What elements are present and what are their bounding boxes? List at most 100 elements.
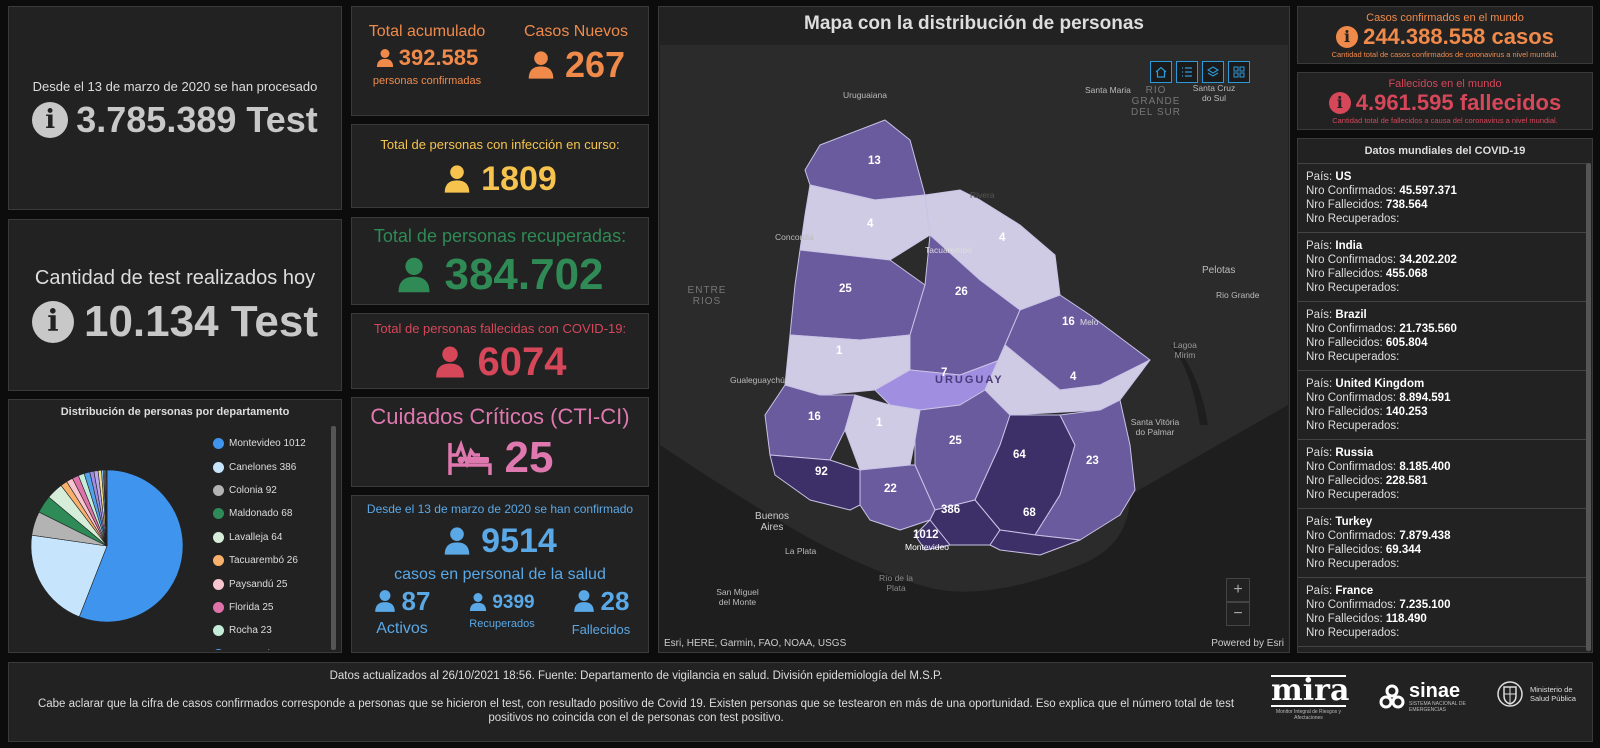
- person-icon: [435, 346, 464, 377]
- legend-item: Rocha 23: [213, 619, 331, 642]
- zoom-out-button[interactable]: −: [1226, 602, 1250, 626]
- label-entre-rios: ENTRE RIOS: [687, 285, 727, 307]
- legend-label: Florida 25: [229, 601, 274, 613]
- health-recovered-label: Recuperados: [469, 618, 535, 630]
- person-icon: [444, 164, 470, 193]
- legend-scrollbar[interactable]: [331, 426, 336, 650]
- label-la-plata: La Plata: [785, 546, 817, 556]
- info-icon: i: [31, 300, 74, 343]
- country-recovered: Nro Recuperados:: [1306, 627, 1400, 639]
- country-confirmed: Nro Confirmados: 8.894.591: [1306, 392, 1451, 404]
- pie-slice-montevideo[interactable]: [78, 469, 184, 623]
- label-santa-vitoria: Santa Vitória do Palmar: [1130, 417, 1180, 437]
- legend-button[interactable]: [1176, 61, 1198, 83]
- tests-processed-panel: Desde el 13 de marzo de 2020 se han proc…: [8, 6, 342, 210]
- person-icon: [398, 257, 431, 292]
- country-recovered: Nro Recuperados:: [1306, 558, 1400, 570]
- pie-title: Distribución de personas por departament…: [60, 406, 290, 418]
- legend-label: Tacuarembó 26: [229, 555, 298, 567]
- world-deaths-sub: Cantidad total de fallecidos a causa del…: [1332, 115, 1558, 125]
- new-cases-value: 267: [564, 44, 626, 85]
- home-button[interactable]: [1150, 61, 1172, 83]
- label-san-miguel: San Miguel del Monte: [716, 587, 759, 607]
- country-deaths: Nro Fallecidos: 455.068: [1306, 268, 1428, 280]
- legend-swatch: [213, 508, 224, 520]
- legend-label: Paysandú 25: [229, 578, 288, 590]
- legend-swatch: [213, 484, 224, 496]
- pie-slice-canelones[interactable]: [30, 534, 108, 618]
- map-powered-by[interactable]: Powered by Esri: [1211, 638, 1284, 649]
- cti-panel: Cuidados Críticos (CTI-CI) 25: [351, 397, 649, 487]
- count-salto: 4: [867, 218, 874, 230]
- health-staff-value: 9514: [481, 522, 557, 560]
- legend-label: Lavalleja 64: [229, 531, 283, 543]
- info-icon: i: [1328, 91, 1351, 114]
- legend-item: Tacuarembó 26: [213, 549, 331, 572]
- count-durazno: 7: [941, 367, 948, 379]
- health-deaths-value: 28: [600, 586, 630, 616]
- pie-chart: [30, 469, 184, 623]
- shield-emblem-icon: [1497, 681, 1523, 707]
- sinae-emblem-icon: [1379, 684, 1405, 709]
- world-confirmed-sub: Cantidad total de casos confirmados de c…: [1331, 49, 1559, 59]
- list-icon: [1182, 67, 1192, 77]
- active-infections-panel: Total de personas con infección en curso…: [351, 124, 649, 208]
- world-list-item[interactable]: País: Russia Nro Confirmados: 8.185.400 Nr…: [1298, 440, 1586, 509]
- tests-today-panel: Cantidad de test realizados hoy i 10.134…: [8, 219, 342, 391]
- world-list-scrollbar[interactable]: [1586, 163, 1591, 651]
- country-recovered: Nro Recuperados:: [1306, 489, 1400, 501]
- active-infections-title: Total de personas con infección en curso…: [380, 136, 620, 152]
- legend-swatch: [213, 461, 224, 473]
- label-buenos-aires: Buenos Aires: [755, 511, 789, 533]
- world-list-item[interactable]: País: IranNro Confirmados: 5.877.456Nro …: [1298, 647, 1586, 652]
- legend-swatch: [213, 531, 224, 543]
- world-list-item[interactable]: País: India Nro Confirmados: 34.202.202 Nr…: [1298, 233, 1586, 302]
- legend-label: Maldonado 68: [229, 508, 293, 520]
- world-data-list[interactable]: País: US Nro Confirmados: 45.597.371 Nro F…: [1298, 163, 1586, 652]
- label-lagoa-mirim: Lagoa Mirim: [1173, 340, 1197, 360]
- country-name: País: US: [1306, 171, 1352, 183]
- legend-label: Rocha 23: [229, 625, 272, 637]
- world-list-item[interactable]: País: Brazil Nro Confirmados: 21.735.560 N…: [1298, 302, 1586, 371]
- count-rivera: 4: [999, 232, 1006, 244]
- total-new-panel: Total acumulado 392.585 personas confirm…: [351, 6, 649, 116]
- basemap-button[interactable]: [1228, 61, 1250, 83]
- health-active-label: Activos: [376, 620, 428, 637]
- label-concordia: Concordia: [775, 232, 814, 242]
- health-staff-sub: casos en personal de la salud: [394, 566, 606, 583]
- layers-button[interactable]: [1202, 61, 1224, 83]
- tests-processed-caption: Desde el 13 de marzo de 2020 se han proc…: [32, 78, 318, 94]
- tests-today-caption: Cantidad de test realizados hoy: [34, 266, 316, 289]
- legend-label: Canelones 386: [229, 461, 297, 473]
- world-list-item[interactable]: País: France Nro Confirmados: 7.235.100 Nr…: [1298, 578, 1586, 647]
- zoom-in-button[interactable]: +: [1226, 578, 1250, 602]
- label-uruguay: URUGUAY: [935, 374, 1004, 386]
- map-view[interactable]: Uruguaiana Santa Maria RIO GRANDE DEL SU…: [660, 45, 1288, 652]
- world-list-item[interactable]: País: US Nro Confirmados: 45.597.371 Nro F…: [1298, 164, 1586, 233]
- region-soriano: [764, 384, 856, 461]
- map-panel: Mapa con la distribución de personas: [658, 6, 1290, 653]
- cti-title: Cuidados Críticos (CTI-CI): [370, 404, 630, 429]
- count-soriano: 16: [808, 411, 821, 423]
- water-area: [660, 405, 1288, 652]
- country-name: País: Brazil: [1306, 309, 1367, 321]
- country-deaths: Nro Fallecidos: 738.564: [1306, 199, 1428, 211]
- legend-swatch: [213, 625, 224, 637]
- region-montevideo: [914, 519, 951, 551]
- grid-icon: [1233, 66, 1245, 78]
- world-confirmed-title: Casos confirmados en el mundo: [1366, 11, 1524, 24]
- world-data-title: Datos mundiales del COVID-19: [1364, 145, 1526, 157]
- region-paysandu: [789, 249, 926, 341]
- world-list-item[interactable]: País: United Kingdom Nro Confirmados: 8.8…: [1298, 371, 1586, 440]
- label-santa-maria: Santa Maria: [1085, 85, 1131, 95]
- deaths-title: Total de personas fallecidas con COVID-1…: [373, 320, 627, 336]
- legend-item: Montevideo 1012: [213, 432, 331, 455]
- country-name: País: India: [1306, 240, 1363, 252]
- country-deaths: Nro Fallecidos: 140.253: [1306, 406, 1428, 418]
- world-list-item[interactable]: País: Turkey Nro Confirmados: 7.879.438 Nr…: [1298, 509, 1586, 578]
- legend-label: Colonia 92: [229, 484, 277, 496]
- person-icon: [528, 51, 554, 79]
- country-deaths: Nro Fallecidos: 605.804: [1306, 337, 1428, 349]
- count-cerro-largo: 16: [1062, 316, 1075, 328]
- label-tacuarembo: Tacuarembó: [925, 245, 972, 255]
